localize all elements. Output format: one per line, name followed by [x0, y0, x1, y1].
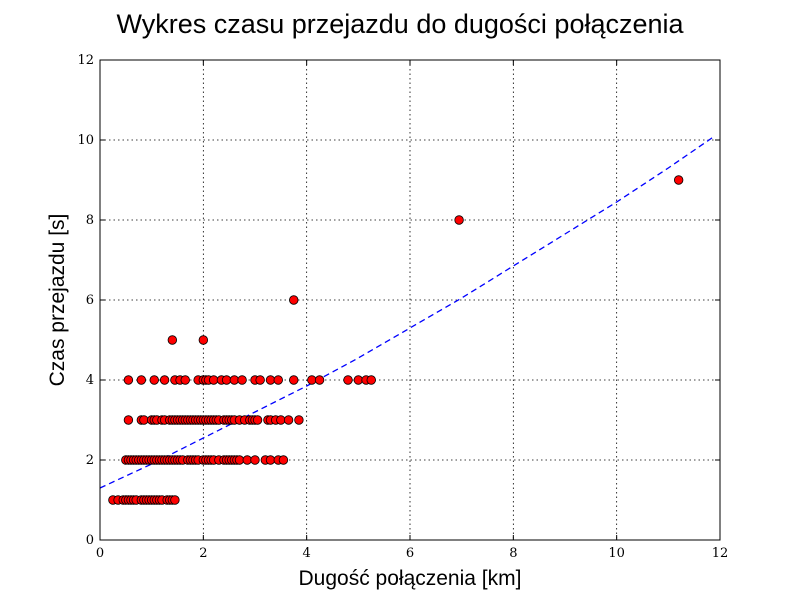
- data-point: [139, 415, 149, 425]
- x-tick-label: 8: [509, 546, 517, 561]
- data-point: [265, 375, 276, 385]
- data-point: [289, 295, 299, 305]
- data-point: [250, 455, 260, 465]
- data-point: [180, 375, 190, 385]
- x-tick-labels: 0 2 4 6 8 10 12: [96, 546, 728, 561]
- data-point: [159, 375, 170, 385]
- data-point: [278, 455, 289, 465]
- data-point: [229, 375, 240, 385]
- data-point: [167, 335, 178, 345]
- data-point: [673, 175, 684, 185]
- data-point: [276, 415, 286, 425]
- tick-marks: [99, 59, 721, 541]
- data-point: [198, 335, 209, 345]
- y-axis-label: Czas przejazdu [s]: [46, 214, 69, 387]
- data-point: [242, 455, 252, 465]
- y-tick-labels: 0 2 4 6 8 10 12: [77, 53, 94, 548]
- y-tick-label: 6: [86, 293, 94, 308]
- x-tick-label: 2: [199, 546, 207, 561]
- trend-line: [99, 135, 716, 489]
- data-point: [234, 455, 245, 465]
- data-point: [255, 375, 265, 385]
- grid: [100, 60, 720, 540]
- x-tick-label: 10: [608, 546, 625, 561]
- x-tick-label: 12: [712, 546, 729, 561]
- data-point: [136, 375, 147, 385]
- y-tick-label: 8: [86, 213, 94, 228]
- data-point: [170, 495, 180, 505]
- y-tick-label: 12: [77, 53, 94, 68]
- data-point: [289, 375, 299, 385]
- data-point: [343, 375, 353, 385]
- trend-line-group: [99, 135, 716, 489]
- data-point: [294, 415, 304, 425]
- data-points: [108, 175, 684, 505]
- data-point: [221, 375, 232, 385]
- y-tick-label: 10: [77, 133, 94, 148]
- data-point: [366, 375, 376, 385]
- data-point: [454, 215, 464, 225]
- data-point: [252, 415, 263, 425]
- x-axis-label: Dugość połączenia [km]: [299, 567, 522, 590]
- data-point: [283, 415, 294, 425]
- data-point: [237, 375, 247, 385]
- data-point: [307, 375, 317, 385]
- y-tick-label: 4: [86, 373, 94, 388]
- data-point: [273, 375, 283, 385]
- data-point: [149, 375, 159, 385]
- data-point: [265, 455, 276, 465]
- y-tick-label: 0: [86, 533, 94, 548]
- x-tick-label: 4: [303, 546, 311, 561]
- chart-title: Wykres czasu przejazdu do dugości połącz…: [116, 9, 684, 39]
- data-point: [123, 415, 134, 425]
- x-tick-label: 0: [96, 546, 104, 561]
- y-tick-label: 2: [86, 453, 94, 468]
- data-point: [353, 375, 364, 385]
- data-point: [208, 375, 219, 385]
- x-tick-label: 6: [406, 546, 414, 561]
- data-point: [314, 375, 325, 385]
- data-point: [123, 375, 134, 385]
